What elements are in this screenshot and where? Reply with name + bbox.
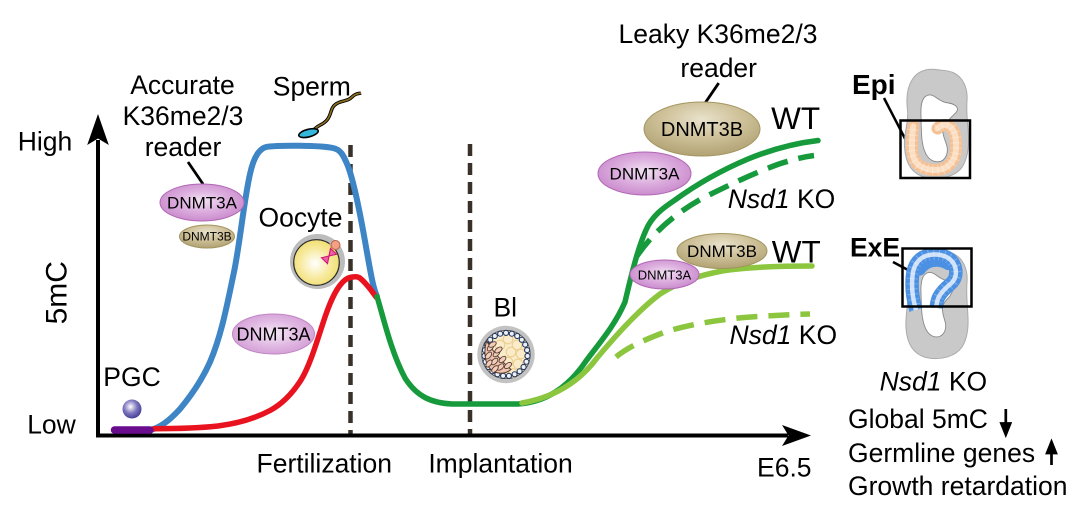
svg-text:reader: reader: [680, 53, 757, 83]
svg-text:Epi: Epi: [852, 69, 896, 100]
svg-text:reader: reader: [145, 132, 222, 162]
svg-text:PGC: PGC: [103, 362, 160, 392]
svg-text:DNMT3A: DNMT3A: [236, 325, 310, 345]
svg-text:Sperm: Sperm: [273, 72, 351, 102]
svg-text:Nsd1 KO: Nsd1 KO: [728, 184, 836, 214]
svg-text:Implantation: Implantation: [428, 449, 572, 479]
svg-text:Bl: Bl: [494, 293, 518, 323]
svg-text:High: High: [18, 127, 73, 157]
svg-text:DNMT3A: DNMT3A: [610, 165, 681, 184]
svg-text:Low: Low: [27, 410, 76, 440]
svg-text:WT: WT: [771, 100, 820, 136]
svg-text:Nsd1 KO: Nsd1 KO: [880, 367, 988, 397]
svg-text:5mC: 5mC: [40, 261, 73, 324]
svg-text:Leaky K36me2/3: Leaky K36me2/3: [619, 19, 818, 49]
svg-text:DNMT3B: DNMT3B: [182, 230, 231, 244]
svg-text:WT: WT: [772, 233, 821, 269]
svg-text:Nsd1 KO: Nsd1 KO: [730, 320, 838, 350]
svg-text:Germline genes: Germline genes: [848, 438, 1035, 468]
svg-text:K36me2/3: K36me2/3: [123, 101, 244, 131]
svg-text:Oocyte: Oocyte: [259, 203, 343, 233]
svg-text:Global 5mC: Global 5mC: [848, 404, 988, 434]
svg-text:DNMT3B: DNMT3B: [661, 119, 743, 141]
svg-text:DNMT3B: DNMT3B: [687, 242, 757, 261]
svg-text:ExE: ExE: [850, 233, 900, 263]
svg-text:Accurate: Accurate: [130, 70, 235, 100]
svg-text:DNMT3A: DNMT3A: [638, 268, 692, 283]
svg-text:Growth retardation: Growth retardation: [848, 471, 1067, 501]
svg-text:Fertilization: Fertilization: [257, 449, 393, 479]
svg-text:E6.5: E6.5: [757, 452, 812, 482]
svg-text:DNMT3A: DNMT3A: [167, 194, 238, 213]
